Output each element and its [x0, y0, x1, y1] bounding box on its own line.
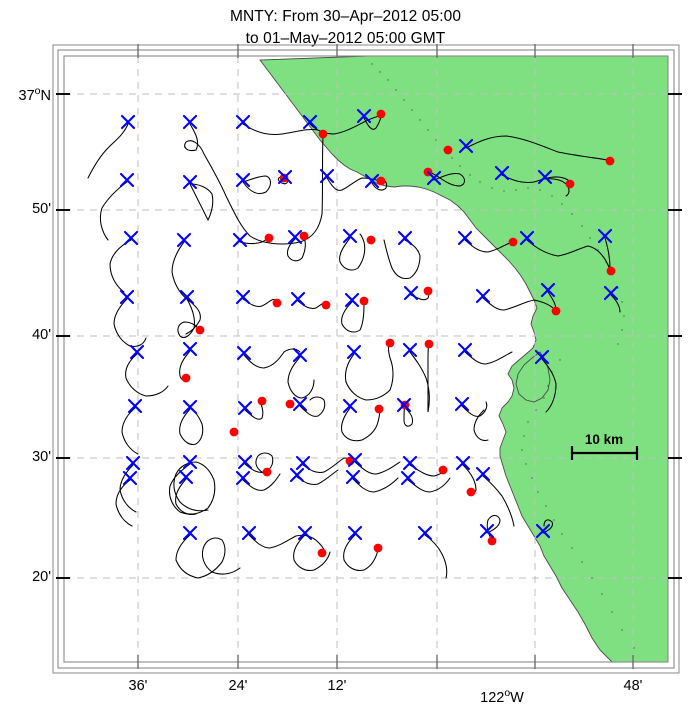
figure-title: MNTY: From 30–Apr–2012 05:00 to 01–May–2… — [0, 6, 691, 51]
plot-frame — [52, 44, 680, 674]
xtick-label-1: 24' — [228, 678, 248, 694]
xtick-label-0: 36' — [128, 678, 148, 694]
xtick-label-4: 48' — [623, 678, 643, 694]
axis-ticks-x — [137, 44, 634, 669]
coastline-stipple — [371, 63, 635, 649]
xtick-label-2: 12' — [327, 678, 347, 694]
ytick-label-4: 20' — [32, 569, 51, 585]
ytick-label-1: 50' — [32, 201, 51, 217]
ytick-label-0: 37oN — [18, 85, 51, 104]
axis-ticks — [56, 93, 682, 579]
ytick-label-3: 30' — [32, 449, 51, 465]
xtick-label-3: 122oW — [480, 687, 524, 706]
scale-bar: 10 km — [570, 432, 639, 460]
monterey-peninsula — [515, 351, 551, 403]
title-line-1: MNTY: From 30–Apr–2012 05:00 — [229, 8, 462, 25]
drifter-start-markers — [119, 108, 619, 541]
ytick-label-2: 40' — [32, 327, 51, 343]
title-line-2: to 01–May–2012 05:00 GMT — [245, 30, 446, 48]
scale-bar-label: 10 km — [585, 432, 623, 447]
